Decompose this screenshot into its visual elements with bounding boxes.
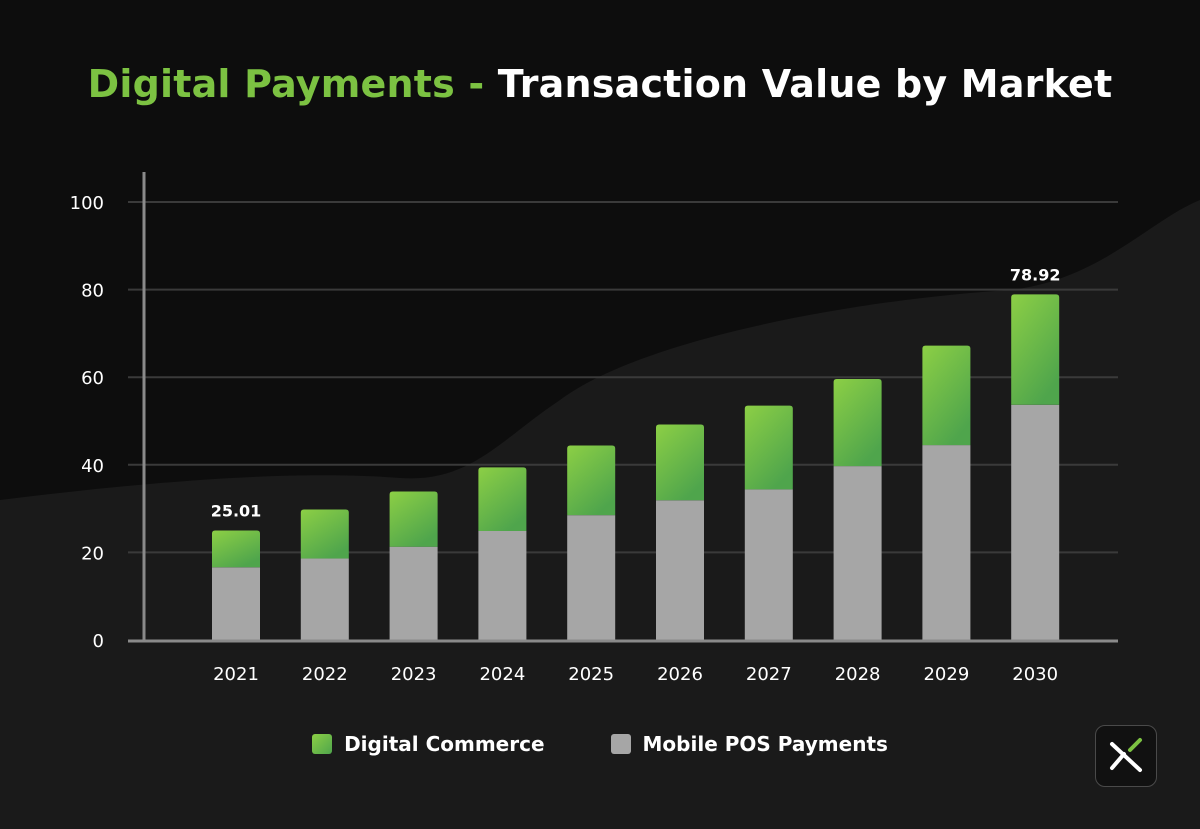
bar-digital-commerce-2023 — [389, 491, 438, 547]
legend-item-digital-commerce: Digital Commerce — [312, 732, 545, 756]
logo-badge — [1095, 725, 1157, 787]
y-tick-label: 80 — [81, 281, 104, 302]
chart-title-highlight: Digital Payments - — [87, 62, 485, 106]
chart-title: Digital Payments - Transaction Value by … — [0, 62, 1200, 106]
bar-digital-commerce-2030 — [1011, 294, 1060, 405]
x-tick-label-2021: 2021 — [213, 664, 259, 685]
chart-title-rest: Transaction Value by Market — [497, 62, 1113, 106]
bar-digital-commerce-2028 — [833, 378, 882, 467]
total-label-2021: 25.01 — [211, 502, 262, 521]
bar-mobile-pos-2027 — [744, 489, 793, 640]
x-tick-label-2028: 2028 — [835, 664, 881, 685]
x-tick-label-2024: 2024 — [479, 664, 525, 685]
total-label-2030: 78.92 — [1010, 265, 1061, 284]
bar-digital-commerce-2026 — [656, 424, 704, 501]
x-tick-label-2022: 2022 — [302, 664, 348, 685]
bar-mobile-pos-2025 — [567, 515, 616, 640]
bar-mobile-pos-2024 — [478, 530, 527, 640]
y-tick-label: 60 — [81, 368, 104, 389]
y-tick-label: 100 — [70, 193, 104, 214]
x-tick-label-2030: 2030 — [1012, 664, 1058, 685]
bar-mobile-pos-2028 — [833, 466, 882, 640]
bar-digital-commerce-2025 — [567, 445, 616, 516]
y-tick-label: 0 — [93, 631, 104, 652]
legend-swatch-digital-commerce — [312, 734, 333, 754]
bar-digital-commerce-2024 — [478, 467, 527, 531]
x-tick-label-2029: 2029 — [923, 664, 969, 685]
bar-mobile-pos-2021 — [212, 567, 260, 640]
chart-legend: Digital Commerce Mobile POS Payments — [0, 732, 1200, 756]
legend-label-mobile-pos: Mobile POS Payments — [642, 732, 888, 756]
x-tick-label-2026: 2026 — [657, 664, 703, 685]
x-tick-label-2025: 2025 — [568, 664, 614, 685]
bar-mobile-pos-2022 — [300, 558, 349, 640]
y-tick-label: 20 — [81, 543, 104, 564]
bar-mobile-pos-2029 — [922, 445, 971, 640]
bar-digital-commerce-2022 — [300, 509, 349, 559]
bar-mobile-pos-2023 — [389, 546, 438, 640]
bar-digital-commerce-2021 — [212, 530, 260, 568]
x-arrow-logo-icon — [1110, 738, 1142, 772]
legend-swatch-mobile-pos — [610, 734, 631, 754]
bar-digital-commerce-2027 — [744, 405, 793, 490]
bar-digital-commerce-2029 — [922, 345, 971, 446]
legend-label-digital-commerce: Digital Commerce — [344, 732, 545, 756]
legend-item-mobile-pos: Mobile POS Payments — [610, 732, 888, 756]
bar-mobile-pos-2030 — [1011, 404, 1060, 640]
y-tick-label: 40 — [81, 456, 104, 477]
x-tick-label-2023: 2023 — [391, 664, 437, 685]
bar-mobile-pos-2026 — [656, 500, 704, 640]
x-tick-label-2027: 2027 — [746, 664, 792, 685]
